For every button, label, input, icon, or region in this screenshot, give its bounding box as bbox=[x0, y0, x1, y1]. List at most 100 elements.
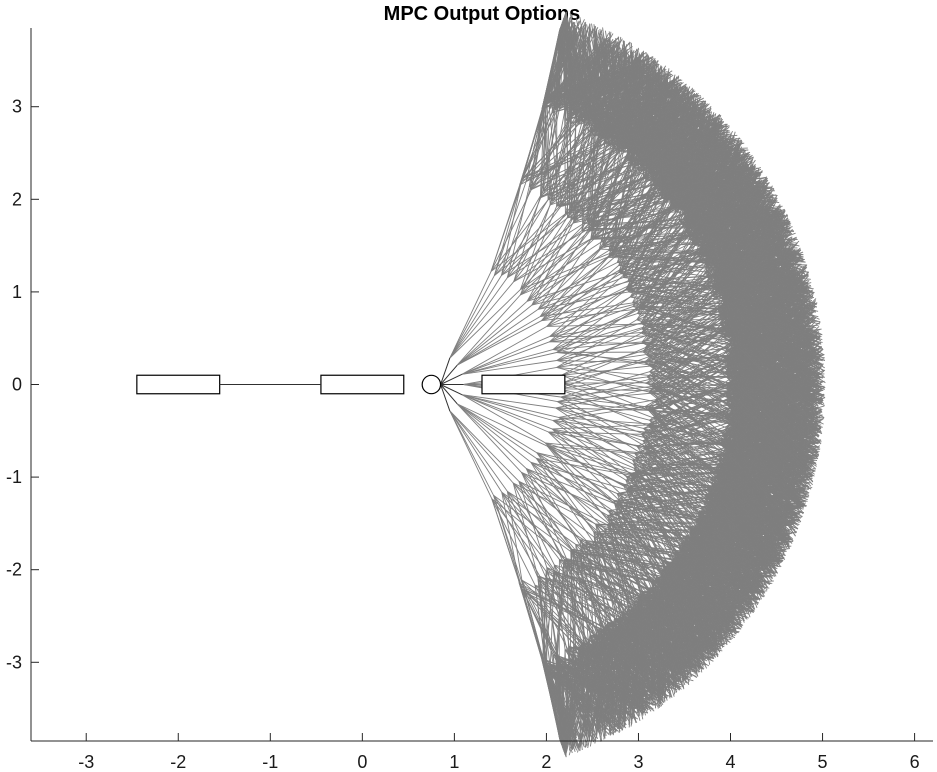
tree-edge bbox=[536, 458, 616, 513]
tree-edge bbox=[552, 420, 627, 477]
mpc-output-tree bbox=[440, 11, 826, 758]
tree-edge bbox=[720, 442, 797, 495]
tree-edge bbox=[564, 648, 585, 755]
tree-edge bbox=[541, 246, 604, 321]
tree-edge bbox=[456, 403, 537, 459]
tree-edge bbox=[555, 571, 570, 647]
tree-edge bbox=[612, 632, 627, 721]
tree-edge bbox=[521, 472, 596, 525]
tree-edge bbox=[546, 323, 642, 327]
tree-edge bbox=[641, 463, 717, 489]
tree-edge bbox=[560, 662, 570, 742]
tree-edge bbox=[678, 558, 691, 664]
tree-edge bbox=[650, 335, 727, 389]
tree-edge bbox=[642, 432, 723, 442]
tree-edge bbox=[449, 410, 514, 484]
tree-edge bbox=[589, 543, 622, 612]
tree-edge bbox=[734, 423, 798, 479]
tree-edge bbox=[694, 524, 743, 598]
tree-edge-root bbox=[440, 364, 458, 385]
tree-edge bbox=[649, 409, 734, 452]
tree-edge bbox=[529, 124, 596, 190]
tree-edge bbox=[738, 344, 814, 422]
tree-edge bbox=[608, 250, 701, 255]
tree-edge bbox=[461, 335, 550, 375]
tree-edge bbox=[658, 580, 661, 691]
tree-edge bbox=[530, 462, 582, 547]
tree-edge bbox=[461, 352, 557, 375]
tree-edge bbox=[619, 271, 716, 293]
tree-edge bbox=[606, 524, 643, 594]
tree-edge bbox=[547, 166, 647, 201]
tree-edge bbox=[648, 390, 735, 393]
tree-edge bbox=[558, 388, 650, 392]
tree-edge bbox=[520, 237, 593, 290]
tree-edge bbox=[714, 502, 759, 606]
tree-edge bbox=[522, 102, 553, 179]
tree-edge bbox=[644, 446, 696, 526]
tree-edge bbox=[635, 457, 686, 541]
tree-edge bbox=[627, 487, 685, 562]
tree-edge bbox=[551, 428, 633, 461]
tree-edge bbox=[522, 137, 604, 179]
tree-edge bbox=[594, 646, 679, 689]
tree-edge bbox=[521, 472, 565, 564]
tree-edge bbox=[649, 343, 730, 388]
tree-edge bbox=[650, 335, 739, 346]
tree-edge bbox=[616, 493, 676, 565]
tree-edge bbox=[556, 319, 638, 368]
tree-edge bbox=[558, 158, 631, 208]
tree-edge bbox=[641, 323, 731, 330]
tree-edge bbox=[461, 349, 554, 375]
tree-edge bbox=[449, 277, 508, 359]
tree-edge bbox=[627, 488, 662, 573]
tree-edge bbox=[526, 271, 620, 302]
tree-edge bbox=[613, 180, 665, 253]
tree-edge bbox=[726, 352, 807, 389]
tree-edge bbox=[556, 328, 643, 361]
tree-edge bbox=[461, 394, 556, 409]
tree-edge bbox=[595, 524, 621, 625]
tree-edge bbox=[582, 648, 585, 739]
tree-edge bbox=[697, 511, 760, 586]
tree-edge bbox=[614, 503, 704, 523]
tree-edge bbox=[593, 531, 634, 612]
chart-title: MPC Output Options bbox=[384, 3, 581, 25]
tree-edge bbox=[647, 409, 720, 487]
tree-edge bbox=[726, 387, 806, 430]
tree-edge bbox=[456, 403, 538, 454]
tree-edge bbox=[552, 420, 634, 465]
tree-edge bbox=[548, 431, 619, 500]
tree-edge bbox=[573, 185, 651, 224]
tree-edge bbox=[518, 481, 565, 560]
tree-edge bbox=[627, 487, 697, 519]
tree-edge bbox=[512, 482, 539, 577]
tree-edge bbox=[572, 641, 603, 739]
tree-edge bbox=[449, 275, 502, 359]
tree-edge bbox=[650, 384, 721, 444]
tree-edge bbox=[490, 213, 566, 272]
tree-edge bbox=[547, 445, 634, 475]
tree-edge bbox=[613, 251, 714, 265]
tree-edge bbox=[647, 364, 730, 421]
tree-edge bbox=[570, 191, 663, 209]
tree-edge bbox=[641, 341, 739, 393]
tree-edge bbox=[563, 662, 570, 752]
tree-edge bbox=[573, 117, 586, 221]
tree-edge bbox=[659, 576, 665, 687]
tree-edge bbox=[461, 394, 553, 430]
tree-edge bbox=[636, 319, 737, 355]
tree-edge bbox=[706, 525, 753, 595]
tree-edge bbox=[520, 255, 612, 296]
tree-edge bbox=[625, 476, 673, 574]
tree-edge bbox=[622, 484, 670, 575]
tree-edge bbox=[546, 285, 629, 327]
tree-edge bbox=[626, 250, 701, 289]
tree-edge bbox=[560, 396, 649, 408]
tree-edge bbox=[556, 151, 632, 207]
tree-edge bbox=[633, 467, 678, 556]
tree-edge bbox=[561, 374, 657, 390]
tree-edge bbox=[689, 543, 716, 658]
tree-edge bbox=[555, 562, 565, 658]
tree-edge bbox=[718, 474, 798, 487]
